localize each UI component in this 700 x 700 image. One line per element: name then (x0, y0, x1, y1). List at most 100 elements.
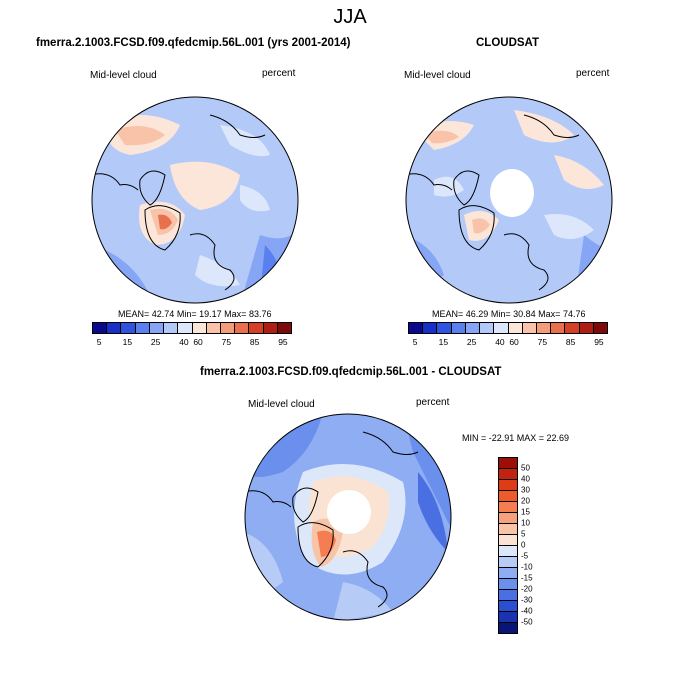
panel2-min-value: 30.84 (513, 309, 536, 319)
colorbar-swatch (499, 568, 517, 579)
colorbar-tick-label: 15 (122, 337, 133, 347)
colorbar-tick-label: 25 (150, 337, 161, 347)
colorbar-swatch (423, 323, 438, 333)
figure-title: JJA (333, 6, 367, 28)
panel2-mean-label: MEAN= (432, 309, 464, 319)
colorbar-swatch (499, 546, 517, 557)
colorbar-swatch (499, 491, 517, 502)
colorbar-swatch (565, 323, 580, 333)
panel2-map (405, 96, 613, 304)
colorbar-tick-label: 95 (278, 337, 288, 347)
colorbar-swatch (536, 323, 552, 333)
panel2-units-label: percent (576, 68, 610, 79)
panel3-minmax: MIN = -22.91 MAX = 22.69 (462, 433, 570, 443)
panel2-mean-value: 46.29 (465, 309, 489, 319)
colorbar-tick-label: 95 (594, 337, 604, 347)
colorbar-swatch (499, 469, 517, 480)
colorbar-tick-label: -15 (521, 573, 533, 583)
colorbar-tick-label: 60 (509, 337, 519, 347)
panel3-map (244, 413, 452, 621)
panel2-missing-data-pole (490, 169, 534, 217)
panel1-stats: MEAN= 42.74 Min= 19.17 Max= 83.76 (118, 309, 271, 319)
panel2-stats: MEAN= 46.29 Min= 30.84 Max= 74.76 (432, 309, 585, 319)
colorbar-tick-label: -50 (521, 617, 533, 627)
colorbar-tick-label: -20 (521, 584, 533, 594)
colorbar-swatch (499, 524, 517, 535)
colorbar-tick-label: 75 (537, 337, 548, 347)
colorbar-swatch (494, 323, 509, 333)
colorbar-swatch (235, 323, 250, 333)
colorbar-swatch (220, 323, 236, 333)
colorbar-swatch (107, 323, 122, 333)
colorbar-tick-label: 60 (193, 337, 203, 347)
colorbar-swatch (451, 323, 466, 333)
colorbar-swatch (499, 502, 517, 513)
colorbar-swatch (192, 323, 207, 333)
colorbar-swatch (121, 323, 136, 333)
colorbar-swatch (135, 323, 150, 333)
colorbar-swatch (465, 323, 481, 333)
colorbar-tick-label: 40 (495, 337, 505, 347)
colorbar-tick-label: 40 (179, 337, 189, 347)
panel3-variable-label: Mid-level cloud (248, 399, 315, 410)
colorbar-swatch (551, 323, 566, 333)
panel2-min-label: Min= (490, 309, 511, 319)
colorbar-tick-label: 5 (412, 337, 418, 347)
panel1-colorbar (92, 322, 292, 334)
colorbar-swatch (409, 323, 424, 333)
panel3-colorbar-labels: 50 40 30 20 15 10 5 0 -5 -10 -15 -20 -30 -40 -50 (521, 457, 561, 633)
panel1-mean-label: MEAN= (118, 309, 150, 319)
colorbar-swatch (437, 323, 452, 333)
panel1-min-label: Min= (176, 309, 197, 319)
colorbar-swatch (522, 323, 537, 333)
colorbar-swatch (206, 323, 221, 333)
panel2-colorbar-labels: 5 15 25 40 60 75 85 95 (408, 337, 606, 349)
colorbar-swatch (499, 480, 517, 491)
colorbar-swatch (178, 323, 193, 333)
colorbar-tick-label: 40 (521, 474, 530, 484)
panel1-title: fmerra.2.1003.FCSD.f09.qfedcmip.56L.001 … (36, 37, 351, 49)
colorbar-tick-label: 85 (249, 337, 260, 347)
colorbar-swatch (508, 323, 523, 333)
colorbar-tick-label: 5 (96, 337, 102, 347)
panel2-max-label: Max= (538, 309, 561, 319)
colorbar-tick-label: 15 (521, 507, 530, 517)
panel2-title: CLOUDSAT (476, 37, 540, 49)
panel1-map (91, 96, 299, 304)
colorbar-swatch (480, 323, 495, 333)
colorbar-swatch (499, 458, 517, 469)
colorbar-swatch (579, 323, 594, 333)
colorbar-tick-label: 30 (521, 485, 530, 495)
panel3-title: fmerra.2.1003.FCSD.f09.qfedcmip.56L.001 … (200, 366, 502, 378)
colorbar-tick-label: -5 (521, 551, 529, 561)
colorbar-tick-label: 5 (521, 529, 526, 539)
colorbar-tick-label: 75 (221, 337, 232, 347)
panel3-units-label: percent (416, 397, 450, 408)
panel1-mean-value: 42.74 (151, 309, 175, 319)
colorbar-swatch (499, 557, 517, 568)
panel3-colorbar (498, 457, 518, 634)
panel2-max-value: 74.76 (562, 309, 586, 319)
colorbar-swatch (499, 513, 517, 524)
colorbar-swatch (499, 579, 517, 590)
panel1-max-label: Max= (224, 309, 247, 319)
panel1-units-label: percent (262, 68, 296, 79)
panel3-missing-data-pole (327, 490, 371, 534)
colorbar-swatch (93, 323, 108, 333)
colorbar-swatch (499, 612, 517, 623)
colorbar-swatch (499, 590, 517, 601)
panel1-min-value: 19.17 (199, 309, 222, 319)
colorbar-swatch (277, 323, 292, 333)
panel1-variable-label: Mid-level cloud (90, 70, 157, 81)
colorbar-swatch (499, 601, 517, 612)
colorbar-swatch (499, 535, 517, 546)
panel1-max-value: 83.76 (248, 309, 272, 319)
colorbar-tick-label: 25 (466, 337, 477, 347)
panel2-colorbar (408, 322, 608, 334)
colorbar-tick-label: 10 (521, 518, 530, 528)
colorbar-tick-label: -30 (521, 595, 533, 605)
colorbar-tick-label: 0 (521, 540, 526, 550)
colorbar-tick-label: 20 (521, 496, 530, 506)
colorbar-tick-label: 50 (521, 463, 530, 473)
colorbar-swatch (263, 323, 278, 333)
